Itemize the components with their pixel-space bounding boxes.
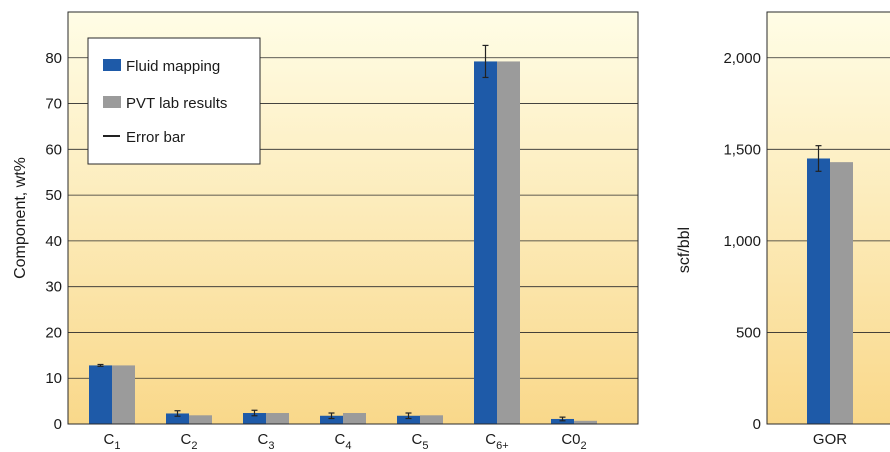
x-tick-labels: GOR [813, 431, 847, 448]
legend-label-error-bar: Error bar [126, 129, 185, 146]
y-tick-label: 50 [45, 187, 62, 204]
legend-swatch-fluid-mapping [103, 59, 121, 71]
y-tick-labels: 0 500 1,000 1,500 2,000 [723, 50, 761, 433]
bar-fluid-mapping [166, 413, 189, 424]
y-axis-title: scf/bbl [676, 227, 693, 273]
x-tick-label: GOR [813, 431, 847, 448]
y-tick-label: 70 [45, 96, 62, 113]
error-bar [251, 409, 258, 417]
x-tick-label: C4 [335, 431, 352, 452]
error-bar [174, 410, 181, 417]
bar-fluid-mapping [397, 415, 420, 424]
y-tick-label: 500 [736, 324, 761, 341]
x-tick-label: C3 [258, 431, 275, 452]
bar-pvt-lab [112, 365, 135, 424]
component-chart: 0 10 20 30 40 50 60 70 80 C1 C2 C3 C4 C5 C6+ C02 Compo… [12, 11, 639, 452]
x-tick-labels: C1 C2 C3 C4 C5 C6+ C02 [104, 431, 587, 452]
y-tick-label: 0 [54, 416, 62, 433]
y-tick-label: 2,000 [723, 50, 761, 67]
error-bar [328, 412, 335, 420]
error-bars [815, 145, 822, 172]
x-tick-label: C02 [561, 431, 586, 452]
y-tick-label: 0 [753, 416, 761, 433]
bar-pvt-lab [266, 413, 289, 424]
bar-pvt-lab [189, 415, 212, 424]
bar-fluid-mapping [89, 365, 112, 424]
y-tick-label: 80 [45, 50, 62, 67]
y-tick-label: 60 [45, 141, 62, 158]
bar-pvt-lab [343, 413, 366, 424]
legend-swatch-pvt-lab [103, 96, 121, 108]
bar-fluid-mapping [243, 413, 266, 424]
error-bar [405, 412, 412, 420]
y-tick-label: 10 [45, 370, 62, 387]
x-tick-label: C6+ [485, 431, 508, 452]
bar-pvt-lab [574, 420, 597, 424]
gor-chart: 0 500 1,000 1,500 2,000 GOR scf/bbl [676, 11, 890, 448]
error-bar [97, 363, 104, 367]
legend-label-fluid-mapping: Fluid mapping [126, 58, 220, 75]
bar-fluid-mapping [320, 415, 343, 424]
bar-fluid-mapping [551, 418, 574, 424]
y-tick-label: 1,000 [723, 233, 761, 250]
y-tick-label: 30 [45, 279, 62, 296]
x-tick-label: C5 [412, 431, 429, 452]
bar-pvt-lab [497, 61, 520, 424]
bars [89, 61, 597, 424]
bars [807, 158, 853, 424]
error-bar [559, 416, 566, 422]
error-bars [97, 44, 566, 422]
y-tick-label: 1,500 [723, 141, 761, 158]
x-tick-label: C2 [181, 431, 198, 452]
legend: Fluid mapping PVT lab results Error bar [87, 37, 261, 165]
y-tick-label: 20 [45, 324, 62, 341]
bar-pvt-lab [420, 415, 443, 424]
y-tick-labels: 0 10 20 30 40 50 60 70 80 [45, 50, 62, 433]
bar-pvt-lab [830, 162, 853, 424]
bar-fluid-mapping [474, 61, 497, 424]
bar-fluid-mapping [807, 158, 830, 424]
legend-label-pvt-lab: PVT lab results [126, 95, 227, 112]
plot-frame [67, 11, 639, 425]
error-bar [482, 44, 489, 79]
y-tick-label: 40 [45, 233, 62, 250]
error-bar [815, 145, 822, 172]
y-axis-title: Component, wt% [12, 157, 29, 279]
plot-frame [766, 11, 890, 425]
x-tick-label: C1 [104, 431, 121, 452]
